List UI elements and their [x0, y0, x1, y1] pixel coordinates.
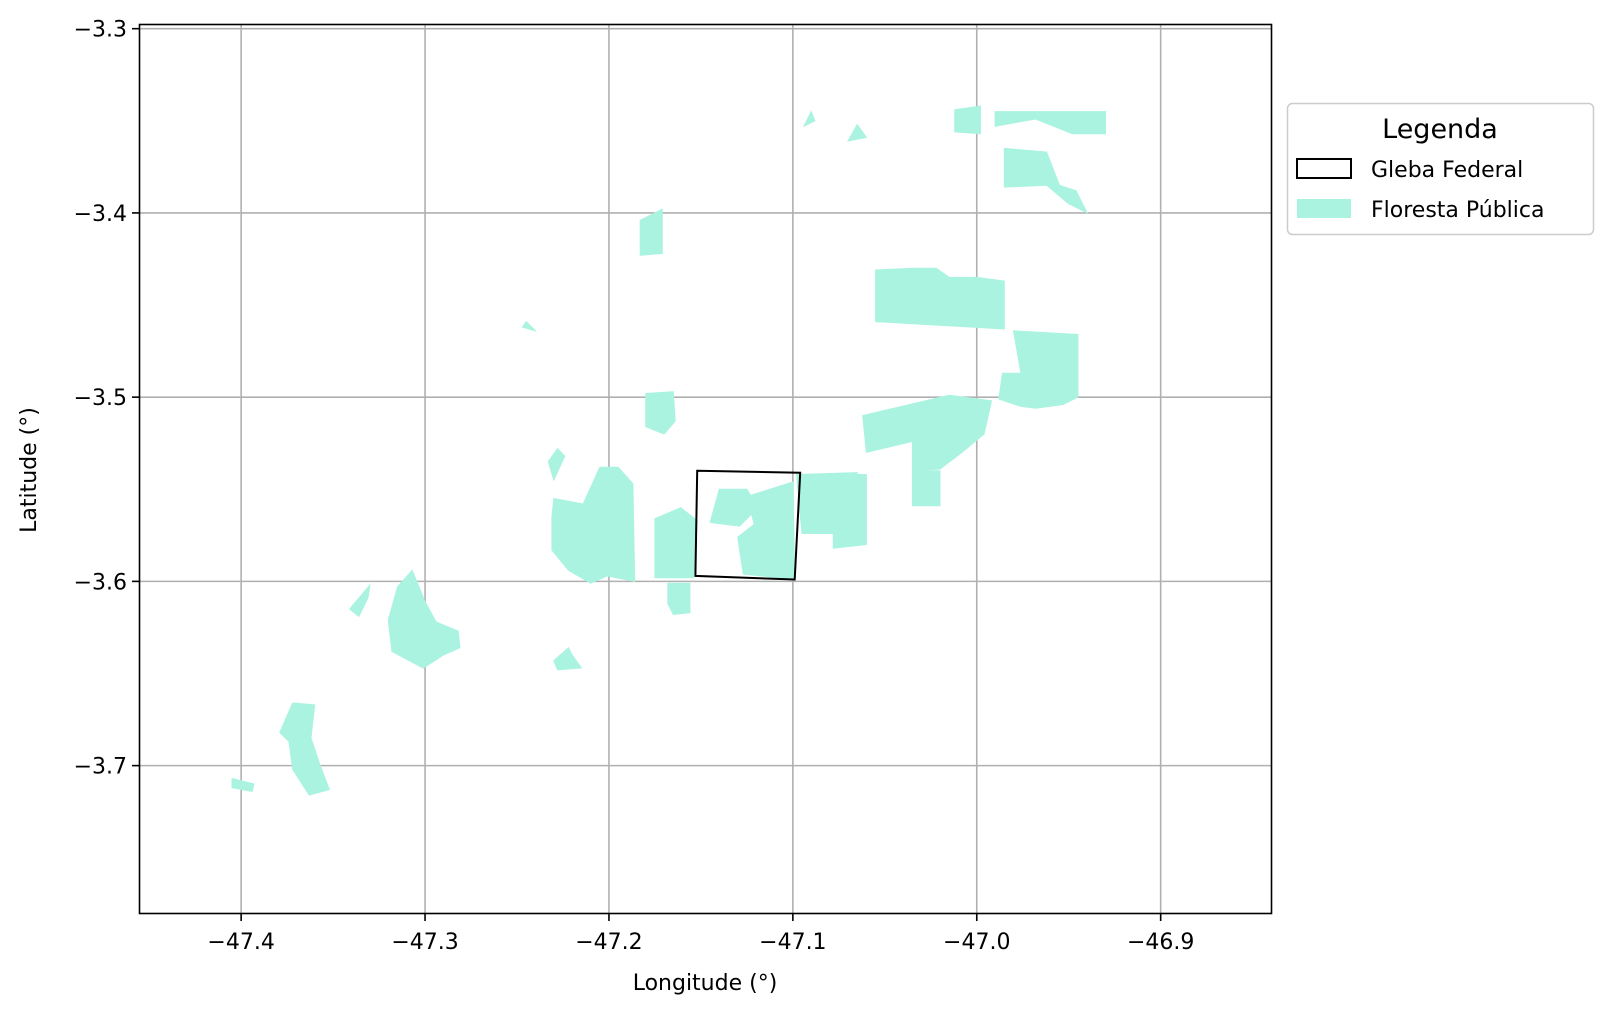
floresta-publica-polygon — [645, 391, 676, 435]
floresta-publica-polygon — [521, 320, 538, 332]
x-tick-label: −47.3 — [391, 930, 458, 955]
floresta-publica-polygon — [667, 582, 691, 616]
floresta-publica-polygon — [998, 330, 1079, 409]
floresta-publica-polygon — [348, 583, 371, 618]
floresta-publica-polygon — [795, 472, 858, 534]
floresta-publica-polygon — [547, 447, 566, 482]
floresta-publica-polygon — [551, 466, 636, 584]
y-tick-label: −3.4 — [74, 202, 127, 227]
floresta-publica-polygon — [875, 267, 1005, 330]
floresta-publica-polygon — [994, 111, 1106, 135]
y-axis-label: Latitude (°) — [17, 407, 42, 533]
legend-swatch-gleba-federal — [1296, 158, 1352, 179]
floresta-publica-polygon — [553, 646, 583, 671]
floresta-publica-polygon — [847, 123, 868, 142]
floresta-publica-polygon — [862, 394, 993, 472]
plot-frame — [138, 23, 1273, 915]
floresta-publica-polygon — [954, 105, 981, 135]
x-tick-label: −46.9 — [1127, 930, 1194, 955]
legend-swatch-floresta-publica — [1297, 199, 1351, 218]
floresta-publica-polygon — [709, 488, 759, 527]
floresta-publica-polygon — [802, 110, 816, 128]
legend: Legenda Gleba Federal Floresta Pública — [1286, 102, 1595, 236]
legend-title: Legenda — [1382, 114, 1498, 145]
x-tick-label: −47.2 — [575, 930, 642, 955]
x-tick-label: −47.1 — [759, 930, 826, 955]
x-tick-label: −47.0 — [943, 930, 1010, 955]
y-tick-label: −3.5 — [74, 386, 127, 411]
gleba-federal-layer — [694, 469, 802, 581]
floresta-publica-polygon — [279, 702, 331, 796]
floresta-publica-layer — [231, 105, 1106, 796]
floresta-publica-polygon — [639, 208, 663, 256]
x-tick-label: −47.4 — [207, 930, 274, 955]
floresta-publica-polygon — [654, 507, 698, 579]
gleba-federal-polygon — [694, 469, 802, 581]
axis-ticks: −47.4 −47.3 −47.2 −47.1 −47.0 −46.9 −3.3 −3.4 −3… — [74, 18, 1195, 955]
legend-box — [1286, 102, 1595, 236]
floresta-publica-polygon — [1003, 147, 1089, 215]
y-tick-label: −3.6 — [74, 570, 127, 595]
floresta-publica-polygon — [387, 569, 461, 669]
y-tick-label: −3.7 — [74, 755, 127, 780]
x-axis-label: Longitude (°) — [633, 971, 778, 996]
floresta-publica-polygon — [231, 777, 255, 792]
y-tick-label: −3.3 — [74, 18, 127, 43]
legend-label-floresta-publica: Floresta Pública — [1371, 198, 1544, 223]
legend-label-gleba-federal: Gleba Federal — [1371, 158, 1523, 183]
floresta-publica-polygon — [911, 470, 941, 507]
